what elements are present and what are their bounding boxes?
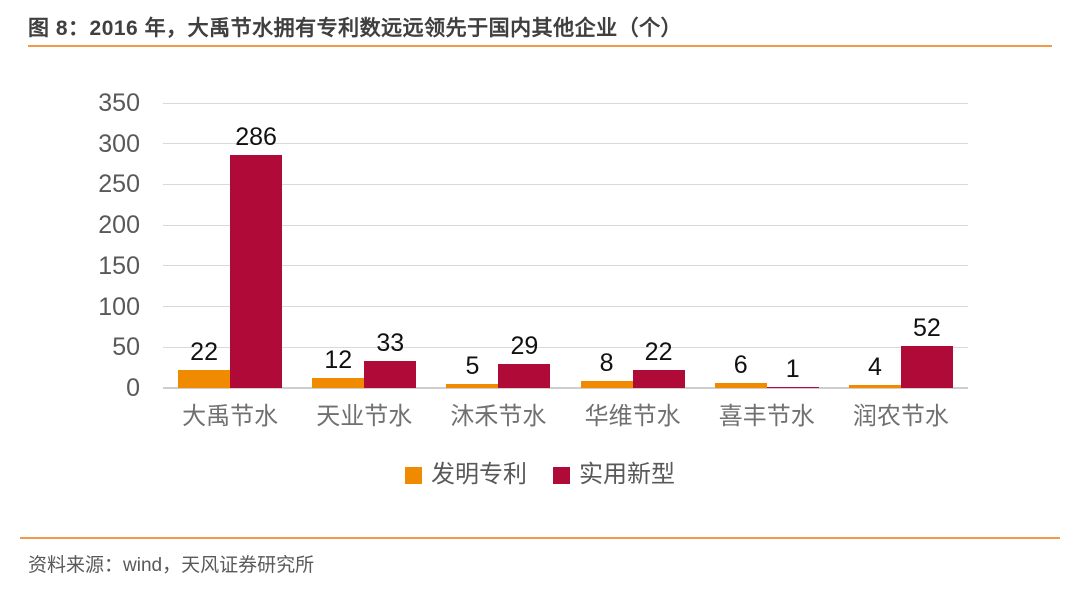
bar — [766, 387, 819, 388]
bar-value-label: 1 — [785, 355, 800, 383]
gridline — [163, 143, 968, 145]
bar-chart: 0 50 100 150 200 250 300 350 22 286 12 33 5 29 8 22 6 1 4… — [0, 89, 1080, 488]
bar-value-label: 5 — [465, 351, 480, 380]
bar — [498, 364, 551, 388]
bar-value-label: 8 — [599, 349, 614, 378]
x-category-label: 华维节水 — [584, 403, 681, 430]
title-divider — [28, 45, 1052, 47]
y-tick-label: 300 — [98, 129, 140, 158]
bar — [632, 370, 685, 388]
gridline — [163, 183, 968, 185]
legend-swatch — [405, 466, 422, 484]
gridline — [163, 224, 968, 226]
bar-value-label: 286 — [235, 123, 277, 152]
bar — [230, 155, 283, 388]
bar — [446, 383, 499, 388]
y-tick-label: 0 — [126, 374, 140, 402]
bar-value-label: 33 — [376, 329, 405, 358]
gridline — [163, 306, 968, 308]
y-tick-label: 200 — [98, 211, 140, 240]
bar — [714, 383, 767, 388]
bar-value-label: 6 — [733, 351, 748, 380]
y-tick-label: 50 — [112, 333, 140, 362]
bar-value-label: 12 — [324, 346, 353, 375]
bar — [580, 381, 633, 388]
x-category-label: 大禹节水 — [182, 403, 279, 430]
bar-value-label: 4 — [867, 352, 882, 381]
x-category-label: 沐禾节水 — [450, 403, 547, 430]
gridline — [163, 102, 968, 104]
y-tick-label: 150 — [98, 251, 140, 280]
x-category-label: 润农节水 — [852, 403, 949, 430]
bar-value-label: 29 — [510, 332, 539, 361]
bar — [848, 384, 901, 388]
chart-legend: 发明专利 实用新型 — [0, 462, 1080, 488]
legend-item: 发明专利 — [405, 462, 527, 488]
bar-value-label: 22 — [190, 338, 218, 367]
source-note: 资料来源：wind，天风证券研究所 — [28, 555, 315, 576]
bar — [312, 378, 365, 388]
x-axis-line — [163, 387, 968, 389]
bar — [900, 345, 953, 388]
gridline — [163, 346, 968, 348]
bar-value-label: 52 — [913, 313, 941, 342]
y-tick-label: 250 — [98, 170, 140, 199]
x-category-label: 天业节水 — [316, 403, 413, 430]
gridline — [163, 265, 968, 267]
legend-label: 发明专利 — [431, 461, 527, 488]
bar-value-label: 22 — [644, 338, 673, 367]
y-tick-label: 100 — [98, 292, 140, 321]
x-category-label: 喜丰节水 — [718, 403, 815, 430]
source-divider — [20, 537, 1060, 539]
legend-label: 实用新型 — [579, 461, 675, 488]
legend-swatch — [553, 466, 570, 484]
legend-item: 实用新型 — [553, 462, 675, 488]
y-tick-label: 350 — [98, 89, 140, 117]
bar — [364, 361, 417, 388]
figure-title: 图 8：2016 年，大禹节水拥有专利数远远领先于国内其他企业（个） — [28, 17, 683, 40]
bar — [178, 370, 231, 388]
